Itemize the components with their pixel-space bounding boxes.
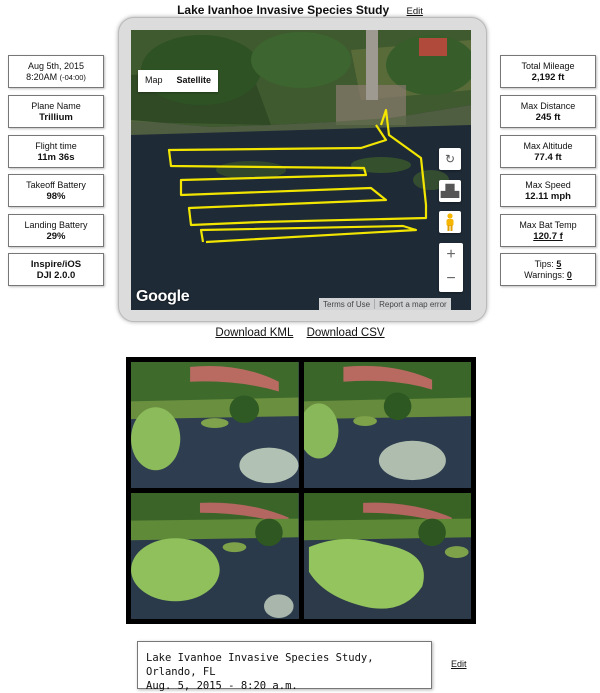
tips-label: Tips: — [534, 258, 554, 269]
zoom-in-button[interactable]: + — [446, 246, 456, 263]
zoom-controls: + − — [439, 243, 463, 292]
stat-timezone: (-04:00) — [59, 72, 86, 82]
caption-line-2: Aug. 5, 2015 - 8:20 a.m. — [146, 680, 298, 692]
pegman-icon[interactable] — [439, 211, 461, 233]
download-kml-link[interactable]: Download KML — [215, 327, 294, 339]
download-links: Download KML Download CSV — [0, 327, 600, 339]
stat-plane-name: Plane Name Trillium — [8, 95, 104, 128]
stat-max-bat-temp-label: Max Bat Temp — [519, 219, 577, 230]
stat-device: Inspire/iOS DJI 2.0.0 — [8, 253, 104, 286]
stat-date: Aug 5th, 2015 8:20AM (-04:00) — [8, 55, 104, 88]
zoom-out-button[interactable]: − — [446, 270, 456, 287]
edit-caption-link[interactable]: Edit — [451, 659, 467, 669]
map-type-satellite-button[interactable]: Satellite — [176, 75, 212, 85]
satellite-imagery — [131, 30, 471, 310]
photo-caption: Lake Ivanhoe Invasive Species Study, Orl… — [137, 641, 432, 692]
stat-max-distance-label: Max Distance — [520, 100, 576, 111]
stat-total-mileage-label: Total Mileage — [521, 60, 575, 71]
aerial-photo-3[interactable] — [131, 493, 299, 619]
map-type-map-button[interactable]: Map — [145, 75, 163, 85]
stat-landing-battery-label: Landing Battery — [24, 219, 88, 230]
google-logo: Google — [136, 288, 190, 305]
stat-max-altitude: Max Altitude 77.4 ft — [500, 135, 596, 168]
stat-tips-warnings: Tips: 5 Warnings: 0 — [500, 253, 596, 286]
stat-max-distance-value: 245 ft — [535, 111, 561, 123]
stat-total-mileage-value: 2,192 ft — [531, 71, 565, 83]
stat-plane-value: Trillium — [39, 111, 73, 123]
stat-landing-battery-value: 29% — [46, 230, 66, 242]
map-footer: Terms of Use Report a map error — [319, 298, 451, 310]
report-map-error-link[interactable]: Report a map error — [379, 299, 447, 309]
download-csv-link[interactable]: Download CSV — [306, 327, 385, 339]
stat-time-line: 8:20AM (-04:00) — [9, 72, 103, 83]
map-frame: Map Satellite ↻ ▟▙ + − Google Terms of U… — [118, 17, 487, 322]
stat-flight-time-label: Flight time — [35, 140, 77, 151]
stat-plane-label: Plane Name — [31, 100, 81, 111]
stat-max-altitude-value: 77.4 ft — [534, 151, 562, 163]
stat-max-bat-temp: Max Bat Temp 120.7 f — [500, 214, 596, 247]
edit-title-link[interactable]: Edit — [406, 6, 423, 17]
stat-max-speed-value: 12.11 mph — [525, 190, 571, 202]
tilt-icon[interactable]: ▟▙ — [439, 180, 461, 202]
stat-landing-battery: Landing Battery 29% — [8, 214, 104, 247]
flight-path — [167, 108, 428, 227]
stat-device-model: Inspire/iOS — [30, 258, 82, 270]
stat-tips-line: Tips: 5 — [501, 259, 595, 270]
map-type-toggle: Map Satellite — [138, 70, 219, 92]
stat-device-firmware: DJI 2.0.0 — [36, 269, 76, 281]
stat-flight-time: Flight time 11m 36s — [8, 135, 104, 168]
stat-takeoff-battery-label: Takeoff Battery — [26, 179, 86, 190]
stat-date-value: Aug 5th, 2015 — [27, 60, 85, 71]
stat-takeoff-battery-value: 98% — [46, 190, 66, 202]
stat-max-distance: Max Distance 245 ft — [500, 95, 596, 128]
stat-total-mileage: Total Mileage 2,192 ft — [500, 55, 596, 88]
warnings-link[interactable]: 0 — [566, 269, 572, 280]
terms-of-use-link[interactable]: Terms of Use — [323, 299, 371, 309]
aerial-photo-2[interactable] — [303, 362, 471, 488]
rotate-icon[interactable]: ↻ — [439, 148, 461, 170]
stat-time-value: 8:20AM — [26, 71, 58, 82]
stat-flight-time-value: 11m 36s — [37, 151, 75, 163]
stat-max-speed-label: Max Speed — [525, 179, 571, 190]
stat-max-altitude-label: Max Altitude — [523, 140, 573, 151]
tips-link[interactable]: 5 — [556, 258, 562, 269]
caption-line-1: Lake Ivanhoe Invasive Species Study, Orl… — [146, 652, 374, 678]
page-title: Lake Ivanhoe Invasive Species Study Edit — [0, 3, 600, 17]
satellite-map[interactable]: Map Satellite ↻ ▟▙ + − Google Terms of U… — [131, 30, 471, 310]
aerial-photo-4[interactable] — [303, 493, 471, 619]
aerial-photo-grid — [126, 357, 476, 624]
stat-takeoff-battery: Takeoff Battery 98% — [8, 174, 104, 207]
max-bat-temp-link[interactable]: 120.7 f — [533, 230, 563, 242]
aerial-photo-1[interactable] — [131, 362, 299, 488]
stat-max-speed: Max Speed 12.11 mph — [500, 174, 596, 207]
stat-warnings-line: Warnings: 0 — [501, 270, 595, 281]
warnings-label: Warnings: — [524, 269, 565, 280]
page-title-text: Lake Ivanhoe Invasive Species Study — [177, 3, 390, 17]
